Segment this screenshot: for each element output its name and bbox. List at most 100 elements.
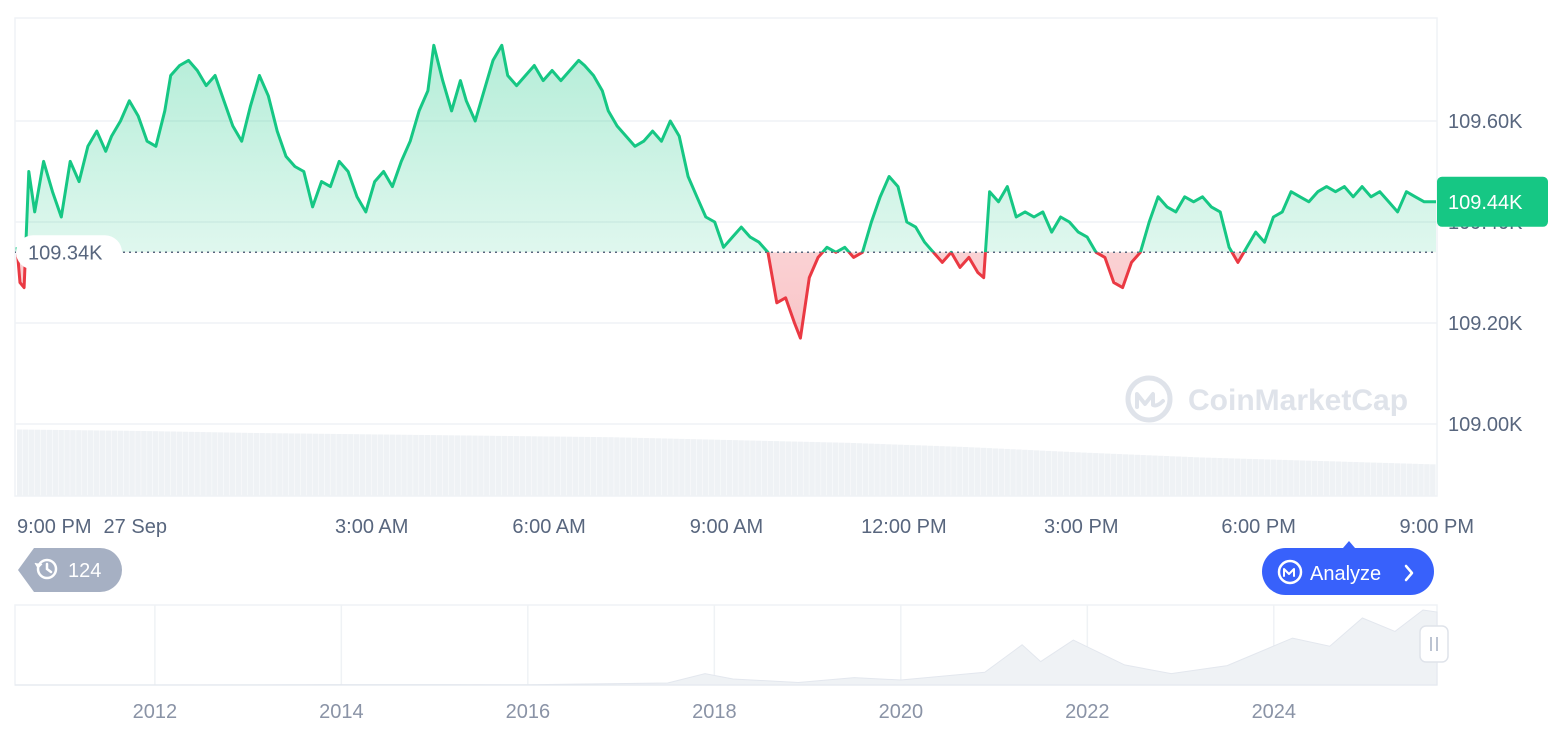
volume-bar [744,440,750,496]
volume-bar [58,429,64,496]
volume-bar [442,435,449,496]
volume-bar [312,433,319,496]
navigator-year-label: 2012 [133,701,178,723]
volume-bar [572,436,579,496]
volume-bar [945,446,951,496]
volume-bar [1063,451,1070,496]
volume-bar [667,438,673,496]
volume-bar [1300,460,1306,496]
volume-bar [424,435,431,496]
volume-bar [283,433,289,496]
volume-bar [1187,457,1194,496]
range-navigator[interactable]: 2012 2014 2016 2018 2020 2022 2024 [14,604,1449,723]
volume-bar [1128,454,1135,496]
volume-bar [1412,463,1418,496]
volume-bar [661,438,667,496]
volume-bar [1288,460,1294,496]
volume-bar [773,441,780,496]
volume-bar [182,431,189,496]
volume-bar [105,430,112,496]
volume-bar [40,429,47,496]
volume-bar [342,434,348,496]
volume-bar [691,439,697,496]
volume-bar [584,436,591,496]
volume-bar [436,435,443,496]
volume-bar [141,431,147,496]
volume-bar [631,437,638,496]
volume-bar [850,443,857,496]
volume-bar [306,433,313,496]
volume-bar [897,444,904,496]
volume-bar [507,436,514,496]
volume-bar [1240,458,1247,496]
volume-bar [76,430,82,496]
volume-bar [625,437,632,496]
volume-bar [939,446,945,496]
volume-bar [1294,460,1300,496]
volume-bar [454,435,461,496]
volume-bar [892,444,898,496]
volume-bar [383,434,390,496]
volume-bar [1164,456,1170,496]
volume-bar [46,429,53,496]
volume-bar [714,439,721,496]
volume-bar [785,441,792,496]
volume-bar [957,446,963,496]
volume-bar [229,432,236,496]
volume-bar [602,437,608,496]
volume-bar [1205,457,1211,496]
volume-bar [318,433,325,496]
volume-bar [543,436,549,496]
volume-bar [395,434,401,496]
volume-bar [578,436,585,496]
volume-bar [1276,459,1282,496]
volume-bar [549,436,555,496]
navigator-year-label: 2022 [1065,701,1110,723]
volume-bar [596,437,602,496]
volume-bar [1341,461,1347,496]
volume-bar [1175,456,1182,496]
volume-bar [708,439,715,496]
volume-bar [1400,463,1407,496]
history-badge[interactable]: 124 [18,548,122,592]
x-tick-label: 3:00 AM [335,516,408,538]
volume-bar [419,434,425,496]
volume-bar [1234,458,1241,496]
coinmarketcap-logo-icon [1125,375,1173,423]
volume-bar [1057,451,1064,496]
volume-bar [401,434,407,496]
volume-bar [129,430,135,496]
volume-bar [1382,462,1389,496]
volume-bar [1353,462,1359,496]
analyze-button[interactable]: Analyze [1262,541,1434,595]
volume-bar [992,448,999,496]
navigator-year-label: 2020 [879,701,924,723]
volume-bar [767,440,774,496]
volume-bar [1116,454,1123,496]
navigator-handle[interactable] [1419,625,1449,663]
analyze-label: Analyze [1310,563,1381,585]
x-axis-labels: 9:00 PM 27 Sep 3:00 AM 6:00 AM 9:00 AM 12:00 … [17,516,1474,538]
volume-bar [188,431,194,496]
volume-bar [608,437,614,496]
volume-bar [1028,450,1034,496]
volume-bar [359,434,366,496]
volume-bar [430,435,437,496]
volume-bar [365,434,372,496]
volume-bar [525,436,531,496]
volume-bar [17,429,23,496]
volume-bar [200,432,206,496]
volume-bar [52,429,58,496]
volume-bar [1388,463,1395,496]
volume-bar [117,430,124,496]
volume-bar [135,430,141,496]
volume-bar [1329,461,1336,496]
volume-bar [1311,460,1318,496]
volume-bar [809,441,815,496]
volume-bar [247,432,254,496]
volume-bar [1211,457,1217,496]
volume-bar [330,433,336,496]
volume-bar [844,442,851,496]
volume-bar [265,433,271,496]
